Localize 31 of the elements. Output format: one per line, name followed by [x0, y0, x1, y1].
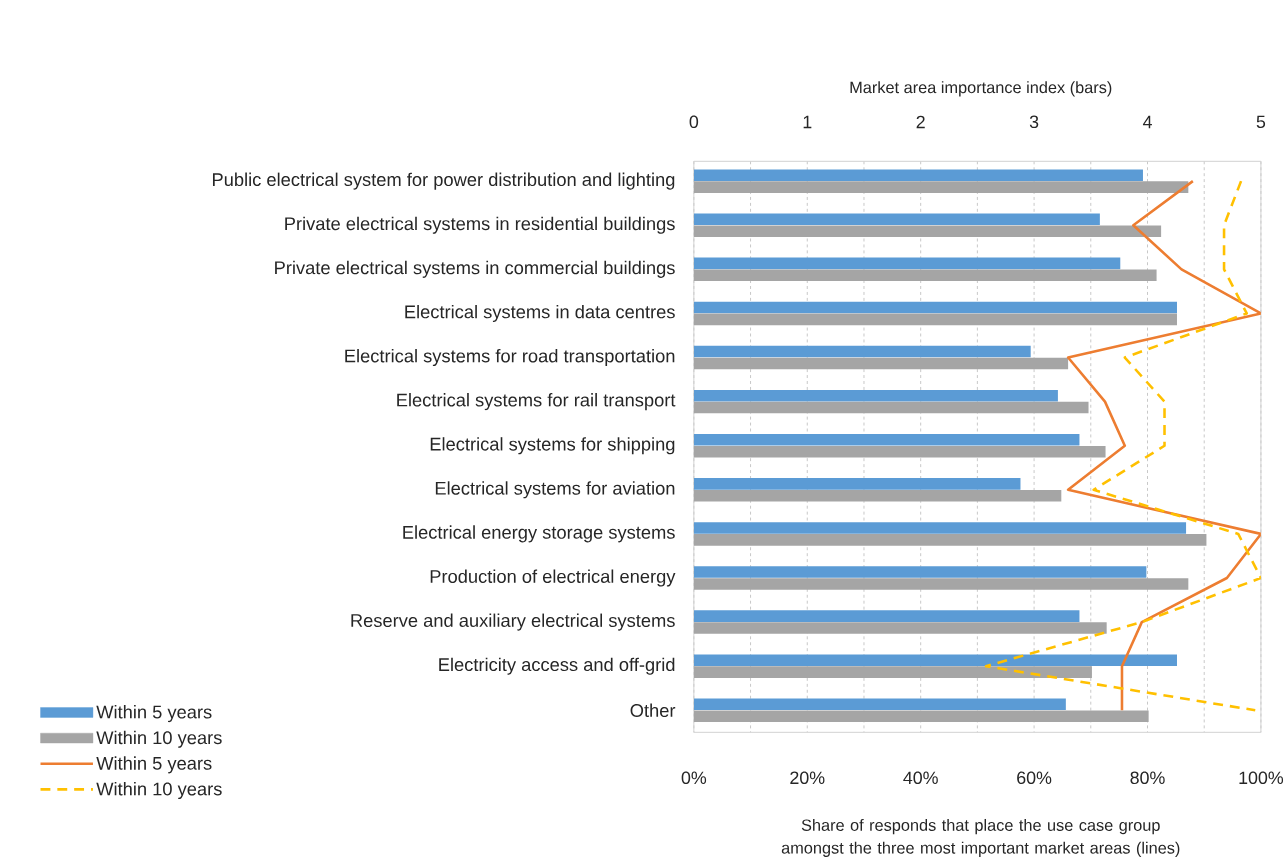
y-tick-label: Electricity access and off-grid: [439, 657, 675, 675]
y-tick-label: Electrical systems for aviation: [435, 481, 675, 499]
legend-label: Within 5 years: [96, 756, 212, 774]
y-tick-label: Private electrical systems in commercial buildings: [275, 260, 675, 278]
x2-tick-label: 2: [916, 115, 925, 129]
legend-label: Within 5 years: [96, 705, 212, 723]
x2-tick-label: 4: [1142, 115, 1152, 129]
legend-label: Within 10 years: [96, 730, 222, 748]
y-tick-label: Private electrical systems in residential buildings: [285, 216, 675, 234]
x-axis-title: Share of responds that place the use case group amongst the three most important market areas (lines): [781, 818, 1180, 857]
x-tick-label: 0%: [681, 771, 707, 785]
y-tick-label: Electrical systems for shipping: [430, 437, 675, 455]
y-tick-label: Electrical systems in data centres: [405, 304, 675, 322]
y-tick-label: Electrical systems for rail transport: [397, 393, 676, 411]
x2-tick-label: 3: [1029, 115, 1039, 129]
x-tick-label: 20%: [790, 771, 825, 785]
y-tick-label: Reserve and auxiliary electrical systems: [351, 613, 675, 631]
x-tick-label: 80%: [1130, 771, 1165, 785]
y-tick-label: Electrical systems for road transportation: [345, 349, 675, 367]
legend-label: Within 10 years: [96, 782, 222, 800]
x-tick-label: 100%: [1239, 771, 1284, 785]
x-tick-label: 40%: [903, 771, 938, 785]
x2-tick-label: 0: [689, 115, 699, 129]
y-tick-label: Public electrical system for power distribution and lighting: [212, 172, 675, 190]
x-tick-label: 60%: [1017, 771, 1052, 785]
x2-tick-label: 1: [803, 115, 812, 129]
y-tick-label: Production of electrical energy: [430, 569, 676, 587]
y-tick-label: Other: [630, 703, 676, 718]
y-tick-label: Electrical energy storage systems: [403, 525, 675, 543]
x2-axis-title: Market area importance index (bars): [850, 81, 1112, 97]
x2-tick-label: 5: [1256, 115, 1266, 129]
